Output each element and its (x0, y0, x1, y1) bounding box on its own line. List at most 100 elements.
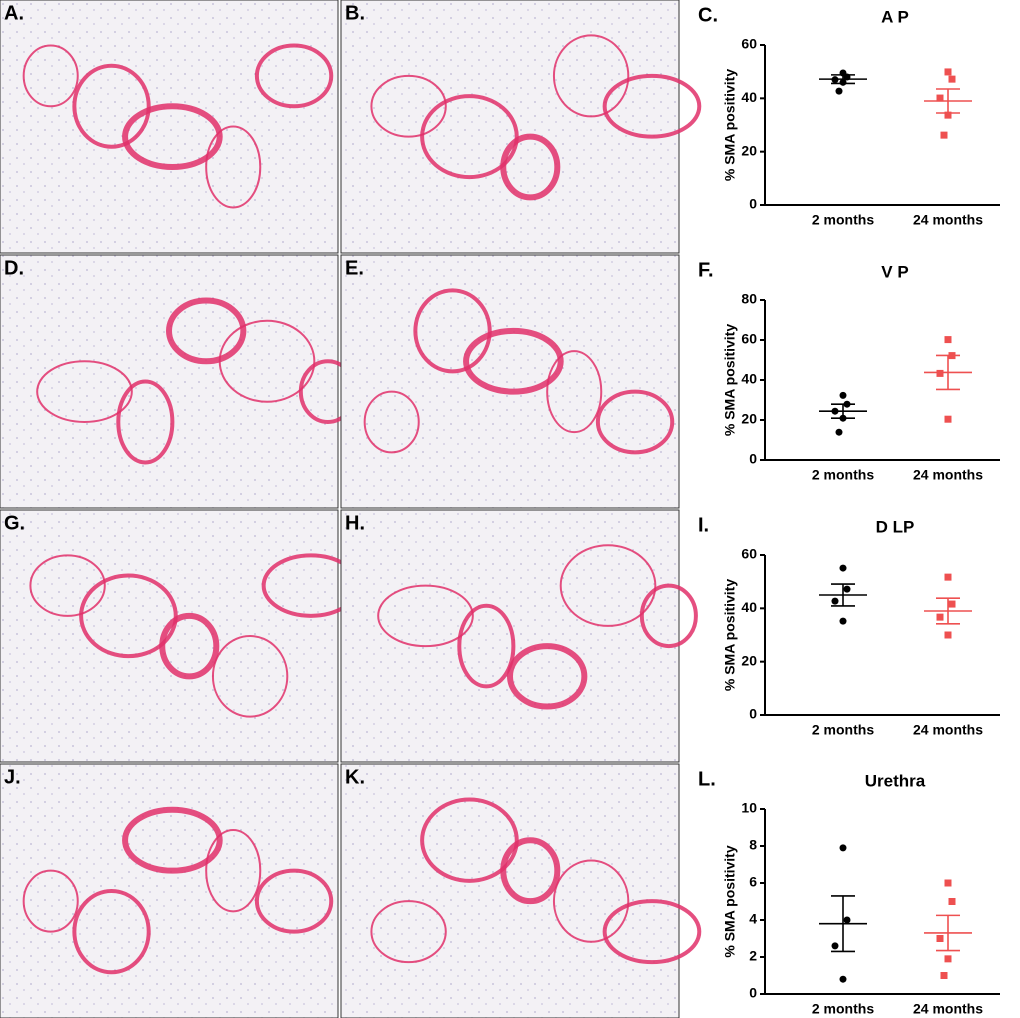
tissue-outline (546, 350, 603, 434)
panel-label: B. (345, 2, 365, 24)
data-point (948, 75, 956, 83)
tissue-outline (602, 899, 702, 965)
y-tick-label: 40 (741, 371, 757, 387)
data-point (831, 597, 839, 605)
tissue-outline (116, 379, 175, 465)
micrograph-panel: E. (340, 254, 680, 509)
tissue-outline (595, 389, 675, 455)
y-tick-label: 0 (749, 706, 757, 722)
data-point (944, 336, 952, 344)
y-tick-label: 10 (741, 800, 757, 816)
tissue-outline (507, 643, 588, 710)
data-point (839, 564, 847, 572)
x-tick-label: 24 months (913, 722, 983, 738)
data-point (936, 369, 944, 377)
panel-label: G. (4, 512, 25, 534)
tissue-outline (36, 360, 133, 423)
x-tick-label: 2 months (812, 467, 874, 483)
micrograph-panel: D. (0, 254, 357, 509)
y-axis-label: % SMA positivity (722, 845, 738, 957)
data-point (944, 955, 952, 963)
tissue-outline (457, 603, 516, 689)
y-axis-label: % SMA positivity (722, 579, 738, 691)
panel-label: I. (698, 514, 709, 536)
panel-label: C. (698, 4, 718, 26)
tissue-outline (166, 297, 247, 365)
micrograph-panel: B. (340, 0, 702, 254)
tissue-outline (22, 44, 79, 108)
y-tick-label: 0 (749, 451, 757, 467)
tissue-outline (254, 868, 334, 934)
data-point (944, 879, 952, 887)
x-tick-label: 2 months (812, 212, 874, 228)
tissue-outline (413, 288, 492, 374)
data-point (944, 415, 952, 423)
panel-label: L. (698, 768, 716, 790)
micrograph (340, 254, 680, 509)
data-point (944, 68, 952, 76)
y-tick-label: 20 (741, 652, 757, 668)
chart-title: Urethra (865, 771, 926, 790)
y-tick-label: 6 (749, 874, 757, 890)
x-tick-label: 24 months (913, 467, 983, 483)
micrograph (0, 763, 339, 1018)
micrograph-panel: J. (0, 763, 339, 1018)
y-tick-label: 0 (749, 985, 757, 1001)
y-tick-label: 0 (749, 196, 757, 212)
data-point (843, 585, 851, 593)
data-point (944, 631, 952, 639)
x-tick-label: 24 months (913, 212, 983, 228)
y-tick-label: 2 (749, 948, 757, 964)
chart-title: A P (881, 7, 909, 26)
tissue-outline (205, 829, 262, 913)
tissue-outline (559, 544, 657, 627)
data-point (936, 94, 944, 102)
y-tick-label: 60 (741, 36, 757, 52)
panel-label: F. (698, 259, 714, 281)
tissue-outline (420, 94, 519, 180)
data-point (948, 898, 956, 905)
micrograph (340, 0, 680, 254)
y-tick-label: 20 (741, 411, 757, 427)
tissue-outline (500, 133, 561, 201)
data-point (831, 942, 839, 950)
x-tick-label: 2 months (812, 722, 874, 738)
chart-title: V P (881, 262, 908, 281)
data-point (940, 972, 948, 979)
data-point (936, 613, 944, 621)
tissue-outline (218, 319, 316, 403)
tissue-outline (370, 74, 447, 138)
tissue-outline (22, 869, 79, 933)
chart-title: D LP (876, 517, 915, 536)
tissue-outline (370, 900, 447, 964)
y-tick-label: 80 (741, 291, 757, 307)
y-axis-label: % SMA positivity (722, 69, 738, 181)
data-point (843, 916, 851, 924)
y-tick-label: 20 (741, 142, 757, 158)
tissue-outline (29, 554, 106, 617)
tissue-outline (463, 327, 564, 395)
panel-label: A. (4, 2, 24, 24)
y-tick-label: 8 (749, 837, 757, 853)
panel-label: E. (345, 257, 364, 279)
data-point (948, 600, 956, 608)
data-point (940, 131, 948, 139)
tissue-outline (639, 583, 698, 649)
micrograph-panel: H. (340, 509, 698, 763)
tissue-outline (72, 63, 151, 149)
tissue-outline (205, 125, 262, 209)
panel-label: K. (345, 766, 365, 788)
data-point (835, 428, 843, 436)
tissue-outline (420, 797, 519, 883)
tissue-outline (377, 584, 474, 648)
y-tick-label: 60 (741, 331, 757, 347)
micrograph-panel: A. (0, 0, 339, 254)
tissue-outline (79, 573, 178, 659)
tissue-outline (122, 806, 223, 874)
tissue-outline (254, 43, 334, 109)
micrograph-panel: G. (0, 509, 361, 763)
data-point (944, 111, 952, 119)
data-point (936, 935, 944, 942)
y-axis-label: % SMA positivity (722, 324, 738, 436)
